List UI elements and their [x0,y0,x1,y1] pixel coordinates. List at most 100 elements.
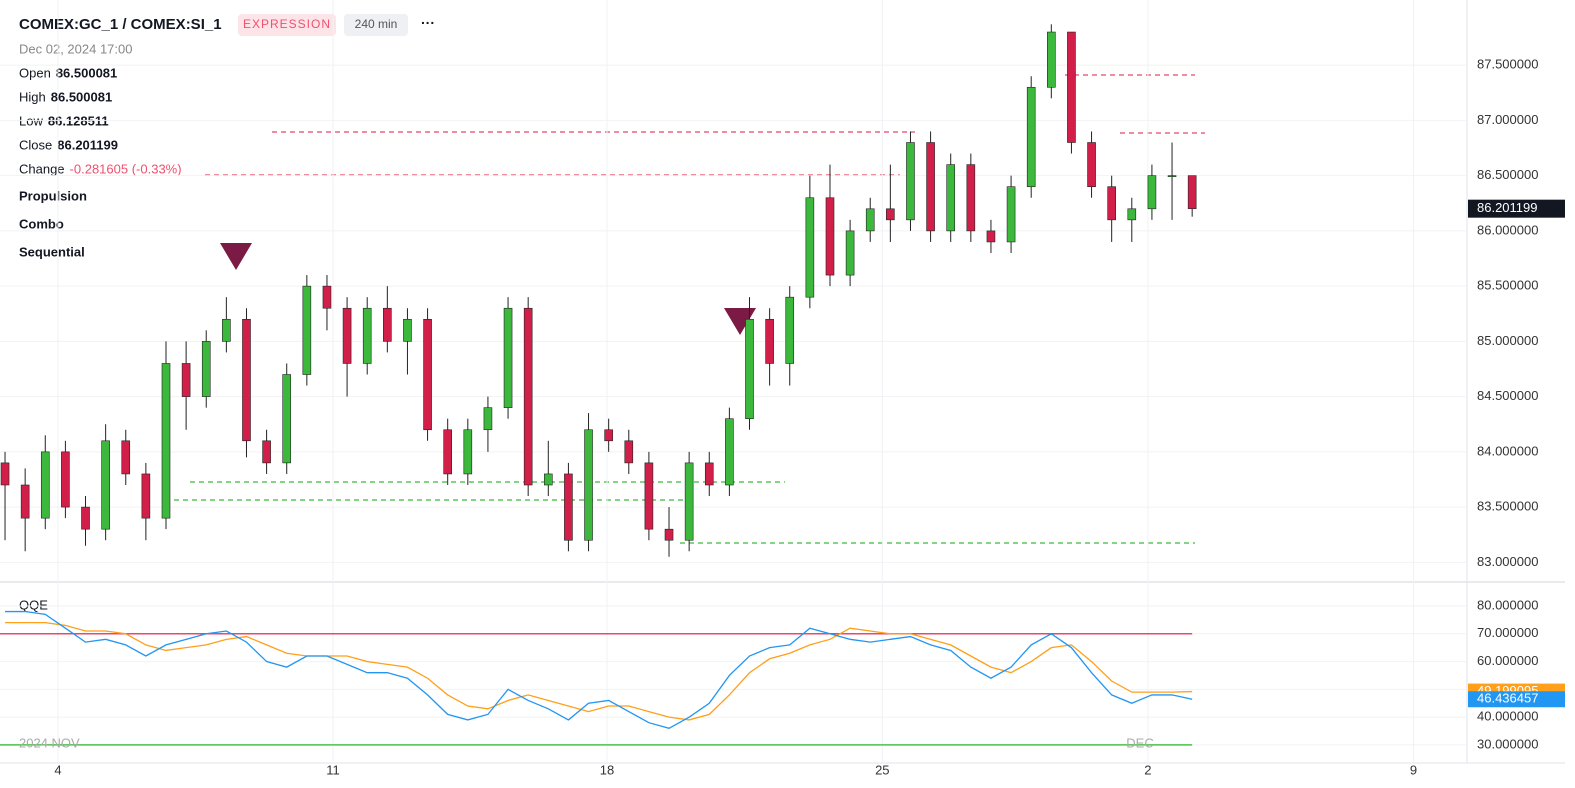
qqe-title: QQE [19,597,48,612]
qqe-line [5,610,1193,729]
candle-body [684,462,694,541]
candle-body [1026,86,1036,188]
candle-body [946,164,956,232]
candle-body [503,307,513,408]
candle-body [664,528,674,541]
candle-body [926,142,935,232]
candle-body [704,462,714,486]
x-tick-label: 11 [326,762,340,777]
field-value: 86.500081 [56,65,117,80]
candle-body [101,440,110,530]
y-tick-label: 84.500000 [1477,388,1538,403]
y-tick-label: 85.500000 [1477,278,1538,293]
candle-body [483,407,493,431]
month-label: DEC [1126,735,1153,750]
candle-body [745,318,754,420]
field-value: 86.500081 [51,89,112,104]
field-value: -0.281605 (-0.33%) [70,161,182,176]
symbol: COMEX:GC_1 / COMEX:SI_1 [19,16,222,33]
last-price-bg [1468,199,1565,218]
candle-body [40,451,50,519]
field-value: 86.128511 [48,113,109,128]
candle-body [845,230,855,276]
candle-body [543,473,553,486]
y-tick-label: 40.000000 [1477,709,1538,724]
candle-body [805,197,815,298]
candle-body [121,440,131,475]
candle-body [1147,175,1157,210]
field-label: Open [19,65,51,80]
candle-body [141,473,151,519]
candle-body [0,462,10,486]
candle-body [222,318,231,342]
field-label: Low [19,113,43,128]
more-button[interactable]: ··· [421,15,435,31]
candle-body [161,363,171,519]
candle-body [362,307,372,364]
interval-bg [344,14,408,36]
candle-body [20,484,30,519]
x-tick-label: 25 [875,762,889,777]
y-tick-label: 87.500000 [1477,57,1538,72]
candle-body [523,307,533,486]
month-label: 2024 NOV [19,735,80,750]
candle-body [584,429,593,541]
last-value-bg [1468,691,1565,708]
candle-body [865,208,875,232]
y-tick-label: 84.000000 [1477,443,1538,458]
candle-body [242,318,251,442]
candle-body [1006,186,1016,243]
y-tick-label: 70.000000 [1477,625,1538,640]
y-tick-label: 30.000000 [1477,736,1538,751]
candle-body [61,451,70,508]
y-tick-label: 85.000000 [1477,333,1538,348]
candle-body [825,197,835,276]
candle-body [383,307,392,342]
candle-body [725,418,734,486]
y-tick-label: 86.000000 [1477,222,1538,237]
candle-body [81,506,90,530]
candle-body [262,440,271,464]
candle-body [604,429,613,442]
candle-body [1067,31,1076,143]
y-tick-label: 83.000000 [1477,554,1538,569]
y-tick-label: 60.000000 [1477,653,1538,668]
field-label: High [19,89,46,104]
candle-body [986,230,996,243]
candle-body [785,296,795,364]
candle-body [906,142,915,221]
candle-body [201,341,211,397]
candle-body [342,307,352,364]
candle-body [966,164,976,232]
candle-body [181,363,191,397]
candle-body [1047,31,1056,88]
field-label: Change [19,161,65,176]
qqe-line [5,622,1193,721]
y-tick-label: 86.500000 [1477,167,1538,182]
badge-bg [238,14,336,36]
last-price: 86.201199 [1477,200,1538,215]
field-value: 86.201199 [57,137,118,152]
candle-body [1087,142,1096,188]
badge: EXPRESSION [243,17,331,31]
candle-body [564,473,573,541]
candle-body [644,462,654,530]
candle-body [463,429,473,475]
candle-body [1187,175,1197,209]
candle-body [624,440,634,464]
last-value: 46.436457 [1477,691,1538,706]
study-label: Sequential [19,244,85,259]
candle-body [765,318,774,364]
x-tick-label: 4 [54,762,61,777]
candle-body [322,285,332,309]
y-tick-label: 80.000000 [1477,597,1538,612]
candle-body [423,318,432,431]
x-tick-label: 18 [600,762,614,777]
study-label: Combo [19,216,64,231]
x-tick-label: 9 [1410,762,1417,777]
candle-body [403,318,412,342]
candle-body [886,208,895,221]
x-tick-label: 2 [1144,762,1151,777]
y-tick-label: 87.000000 [1477,112,1538,127]
